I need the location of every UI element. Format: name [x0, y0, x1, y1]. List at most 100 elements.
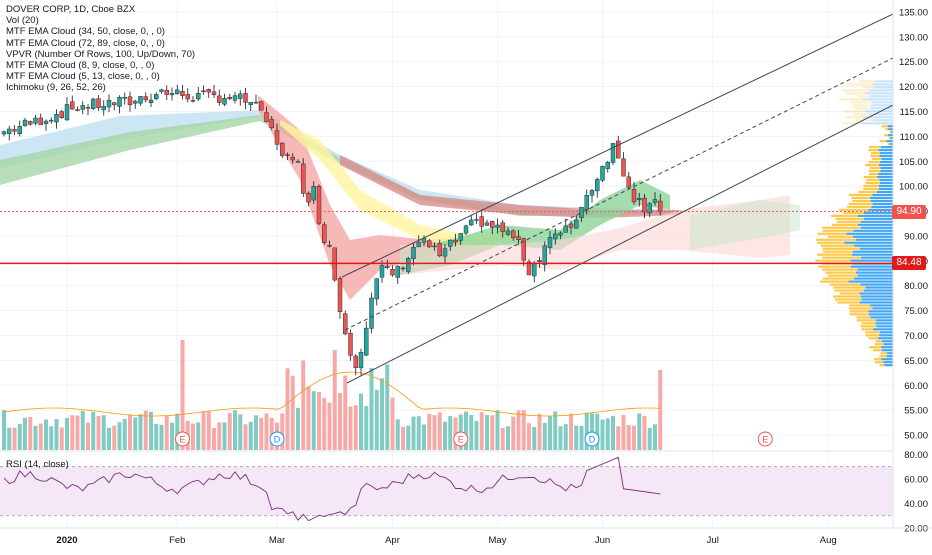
earnings-event-circle: [175, 431, 190, 447]
candle-body: [306, 192, 311, 203]
volume-bar: [149, 411, 153, 450]
rsi-tick-label: 80.00: [904, 450, 928, 461]
volume-bar: [658, 370, 663, 450]
ema-cloud-layer: [0, 95, 800, 300]
candle-body: [180, 91, 185, 96]
candle-body: [621, 158, 626, 177]
chart-title: DOVER CORP, 1D, Cboe BZX: [6, 4, 136, 15]
candle-body: [600, 165, 605, 181]
candle-body: [17, 126, 22, 135]
volume-bar: [75, 415, 80, 450]
vpvr-down-bar: [868, 337, 879, 340]
vpvr-down-bar: [879, 140, 887, 143]
dividend-event-label: D: [589, 435, 596, 445]
candle-body: [574, 219, 579, 229]
price-tick-label: 110.00: [900, 132, 928, 143]
candle-body: [264, 112, 269, 123]
volume-bar: [401, 426, 405, 450]
candle-body: [206, 89, 211, 93]
vpvr-up-bar: [879, 160, 893, 164]
candle-body: [112, 102, 117, 106]
vpvr-up-bar: [863, 289, 893, 292]
price-tick-label: 90.00: [904, 231, 928, 242]
volume-bar: [422, 424, 426, 450]
candle-body: [584, 195, 589, 210]
vpvr-up-bar: [870, 304, 893, 307]
vpvr-down-bar: [868, 346, 881, 349]
vpvr-up-bar: [875, 80, 893, 83]
vpvr-down-bar: [817, 241, 845, 244]
volume-bar: [101, 415, 106, 450]
volume-bar: [621, 414, 626, 450]
volume-ma-line: [3, 371, 661, 417]
volume-bar: [70, 415, 75, 450]
candle-body: [91, 98, 96, 109]
volume-bar: [569, 413, 573, 450]
candle-body: [169, 93, 175, 96]
volume-bar: [390, 397, 395, 450]
candle-body: [259, 101, 264, 111]
vpvr-up-bar: [860, 295, 893, 298]
volume-bar: [38, 423, 43, 450]
vpvr-down-bar: [861, 328, 873, 331]
vpvr-down-bar: [865, 331, 880, 334]
candle-body: [442, 248, 448, 257]
volume-bar: [437, 412, 442, 450]
volume-bar: [180, 340, 185, 450]
candle-body: [175, 89, 180, 94]
volume-bar: [584, 412, 589, 450]
vpvr-up-bar: [888, 128, 893, 131]
vpvr-up-bar: [881, 358, 893, 361]
volume-layer: [2, 340, 663, 450]
candle-body: [589, 190, 595, 196]
vpvr-up-bar: [891, 131, 893, 134]
legend-line-volume: Vol (20): [6, 15, 39, 27]
candle-body: [28, 121, 33, 125]
vpvr-up-bar: [888, 134, 893, 137]
volume-bar: [427, 413, 432, 450]
volume-bar: [479, 412, 484, 450]
candle-body: [579, 206, 584, 218]
candle-body: [610, 143, 616, 163]
channel-median-line: [344, 57, 894, 331]
vpvr-up-bar: [880, 166, 893, 170]
volume-bar: [485, 414, 489, 450]
vpvr-down-bar: [848, 307, 873, 310]
vpvr-down-bar: [875, 340, 882, 343]
legend-line-vpvr: VPVR (Number Of Rows, 100, Up/Down, 70): [6, 48, 196, 60]
vpvr-down-bar: [868, 149, 879, 152]
horizontal-line-price-tag: 84.48: [892, 256, 926, 271]
volume-bar: [254, 415, 258, 450]
vpvr-down-bar: [865, 334, 880, 337]
volume-bar: [170, 422, 174, 450]
candle-body: [432, 245, 437, 248]
vpvr-down-bar: [827, 235, 853, 238]
vpvr-up-bar: [868, 310, 893, 313]
price-tick-label: 75.00: [904, 306, 928, 317]
volume-bar: [23, 417, 27, 450]
volume-bar: [343, 375, 348, 450]
candle-body: [285, 154, 290, 156]
vpvr-down-bar: [856, 319, 876, 322]
volume-bar: [527, 423, 531, 450]
vpvr-down-bar: [832, 295, 861, 298]
vpvr-up-bar: [874, 86, 893, 89]
candle-body: [395, 265, 400, 278]
vpvr-up-bar: [887, 352, 893, 355]
legend-line-ema-cloud-8-9: MTF EMA Cloud (8, 9, close, 0, , 0): [6, 60, 155, 72]
candle-body: [301, 163, 306, 194]
candle-body: [227, 97, 232, 100]
vpvr-up-bar: [861, 122, 893, 125]
vpvr-up-bar: [859, 301, 893, 304]
vpvr-up-bar: [884, 364, 893, 367]
candle-body: [22, 119, 28, 127]
vpvr-up-bar: [860, 247, 893, 250]
candle-body: [358, 351, 364, 369]
candle-body: [248, 102, 253, 105]
time-tick-label: May: [489, 535, 507, 546]
volume-bar: [128, 414, 132, 450]
candle-body: [416, 242, 421, 248]
